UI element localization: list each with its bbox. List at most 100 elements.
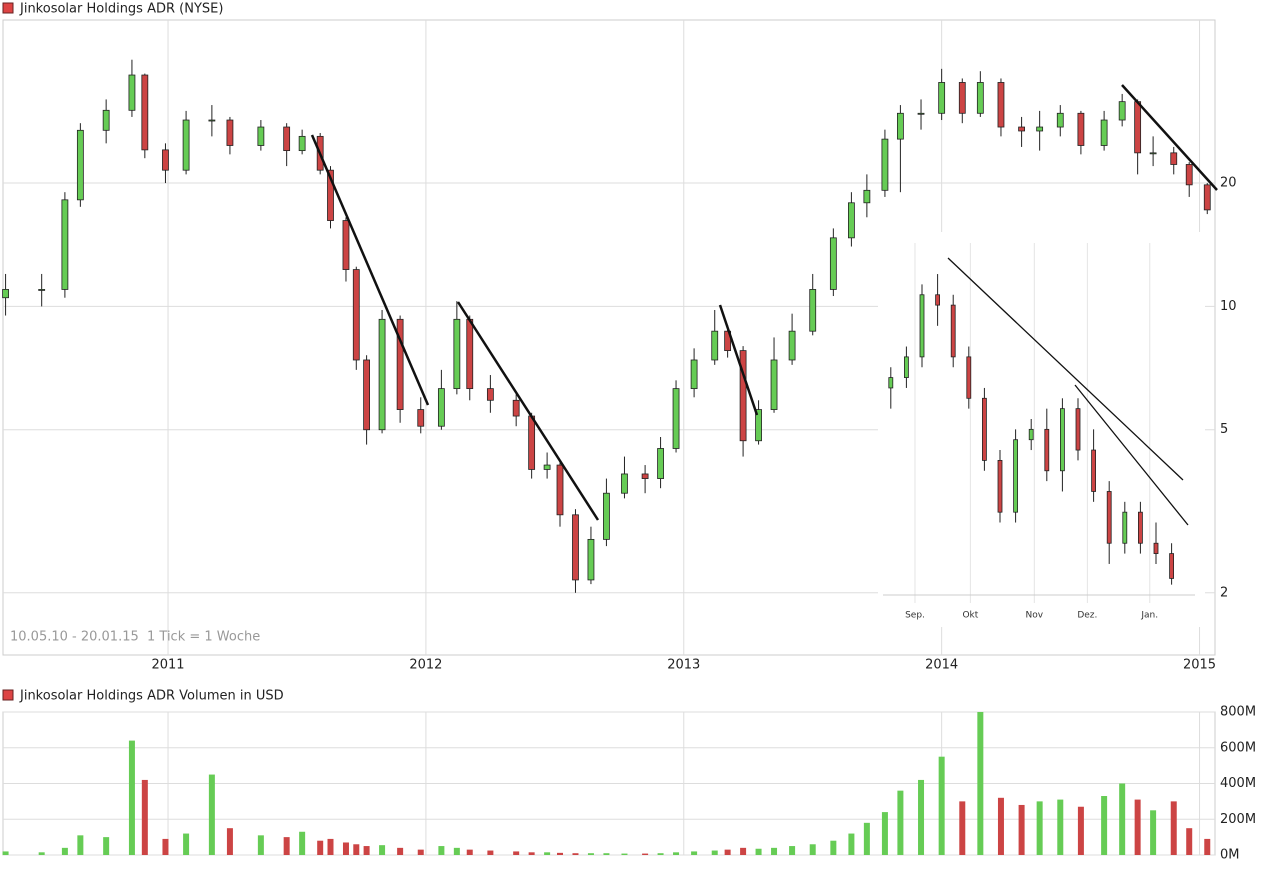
volume-bar — [103, 837, 110, 855]
interval-note: 1 Tick = 1 Woche — [147, 630, 260, 645]
candle-body — [1138, 511, 1143, 544]
candle-body — [755, 409, 762, 442]
volume-bar — [1018, 804, 1025, 855]
x-tick-label: 2011 — [151, 658, 184, 673]
volume-bar — [226, 828, 233, 855]
volume-bar — [938, 756, 945, 855]
trend-line — [310, 134, 430, 406]
x-tick-label: Jan. — [1140, 611, 1158, 621]
candle-body — [904, 356, 909, 378]
candle-body — [919, 294, 925, 358]
volume-bar — [977, 712, 984, 855]
volume-bar — [363, 846, 370, 855]
candle-body — [739, 350, 747, 442]
volume-bar — [544, 852, 551, 855]
candle-body — [690, 359, 698, 390]
candle-body — [453, 318, 461, 390]
volume-bar — [863, 822, 870, 855]
candle-body — [363, 359, 371, 431]
trend-line — [1074, 384, 1189, 526]
volume-bar — [317, 840, 324, 855]
volume-bar — [299, 831, 306, 855]
volume-bar — [809, 844, 816, 855]
candle-body — [587, 538, 595, 581]
volume-bar — [724, 849, 731, 855]
x-tick-label: Dez. — [1077, 611, 1097, 621]
candle-body — [1060, 408, 1065, 472]
volume-bar — [642, 853, 649, 855]
candle-body — [881, 138, 889, 191]
volume-bar — [830, 840, 837, 855]
volume-bar — [557, 852, 564, 855]
y-tick-label: 400M — [1220, 776, 1256, 791]
y-tick-label: 2 — [1220, 585, 1228, 600]
volume-bar — [673, 852, 680, 855]
candle-body — [342, 220, 350, 270]
candle-body — [572, 514, 579, 581]
candle-body — [283, 126, 291, 152]
candle-body — [641, 473, 649, 479]
candle-body — [2, 289, 9, 299]
plot-frame — [2, 19, 1216, 656]
volume-bar — [789, 846, 796, 855]
candle-body — [556, 464, 564, 516]
candle-body — [935, 294, 940, 306]
x-tick-label: 2015 — [1183, 658, 1216, 673]
volume-bar — [453, 847, 460, 855]
volume-bar — [1036, 801, 1043, 855]
candle-body — [1122, 511, 1128, 544]
candle-body — [1170, 152, 1178, 165]
candle-body — [208, 119, 216, 122]
volume-bar — [1170, 801, 1177, 855]
trend-line — [718, 304, 759, 416]
candle-body — [128, 74, 136, 111]
candle-body — [809, 289, 817, 332]
inset-panel: Sep. Okt Nov Dez. Jan. — [883, 243, 1195, 621]
volume-title: Jinkosolar Holdings ADR Volumen in USD — [19, 689, 284, 704]
trend-line — [456, 301, 600, 521]
candle-body — [486, 388, 494, 401]
candle-body — [711, 330, 719, 361]
volume-bar — [711, 850, 718, 855]
candle-body — [1153, 542, 1159, 554]
candle-body — [141, 74, 149, 151]
candle-body — [888, 377, 894, 389]
candle-body — [976, 82, 984, 114]
volume-bar — [897, 790, 904, 855]
candle-body — [997, 460, 1003, 513]
trend-lines — [310, 84, 1218, 521]
candle-body — [327, 169, 334, 221]
y-tick-label: 20 — [1220, 176, 1237, 191]
volume-bar — [1057, 799, 1064, 855]
candle-body — [1118, 101, 1126, 121]
candle-body — [1134, 101, 1142, 154]
volume-bar — [61, 847, 68, 855]
volume-bar — [283, 837, 290, 855]
x-tick-label: 2013 — [667, 658, 700, 673]
candle-body — [966, 356, 972, 399]
candle-body — [1185, 164, 1193, 186]
candle-body — [958, 82, 966, 114]
candle-body — [938, 82, 946, 114]
volume-bar — [128, 740, 135, 855]
y-tick-label: 600M — [1220, 740, 1256, 755]
candle-body — [437, 388, 445, 427]
volume-bar — [1077, 806, 1084, 855]
candle-body — [997, 82, 1005, 128]
volume-bar — [657, 853, 664, 855]
candle-body — [512, 399, 520, 417]
y-tick-label: 800M — [1220, 705, 1256, 720]
volume-bar — [603, 853, 610, 855]
x-tick-label: 2012 — [409, 658, 442, 673]
volume-bar — [1150, 810, 1157, 855]
candle-body — [1056, 112, 1064, 128]
candle-body — [257, 126, 265, 146]
x-tick-label: Nov — [1026, 611, 1044, 621]
candle-body — [657, 448, 664, 479]
volume-bar — [1119, 783, 1126, 855]
volume-bar — [959, 801, 966, 855]
candle-body — [1036, 126, 1044, 132]
candle-body — [1149, 152, 1157, 155]
x-tick-label: Okt — [962, 611, 978, 621]
chart-title: Jinkosolar Holdings ADR (NYSE) — [19, 2, 223, 17]
